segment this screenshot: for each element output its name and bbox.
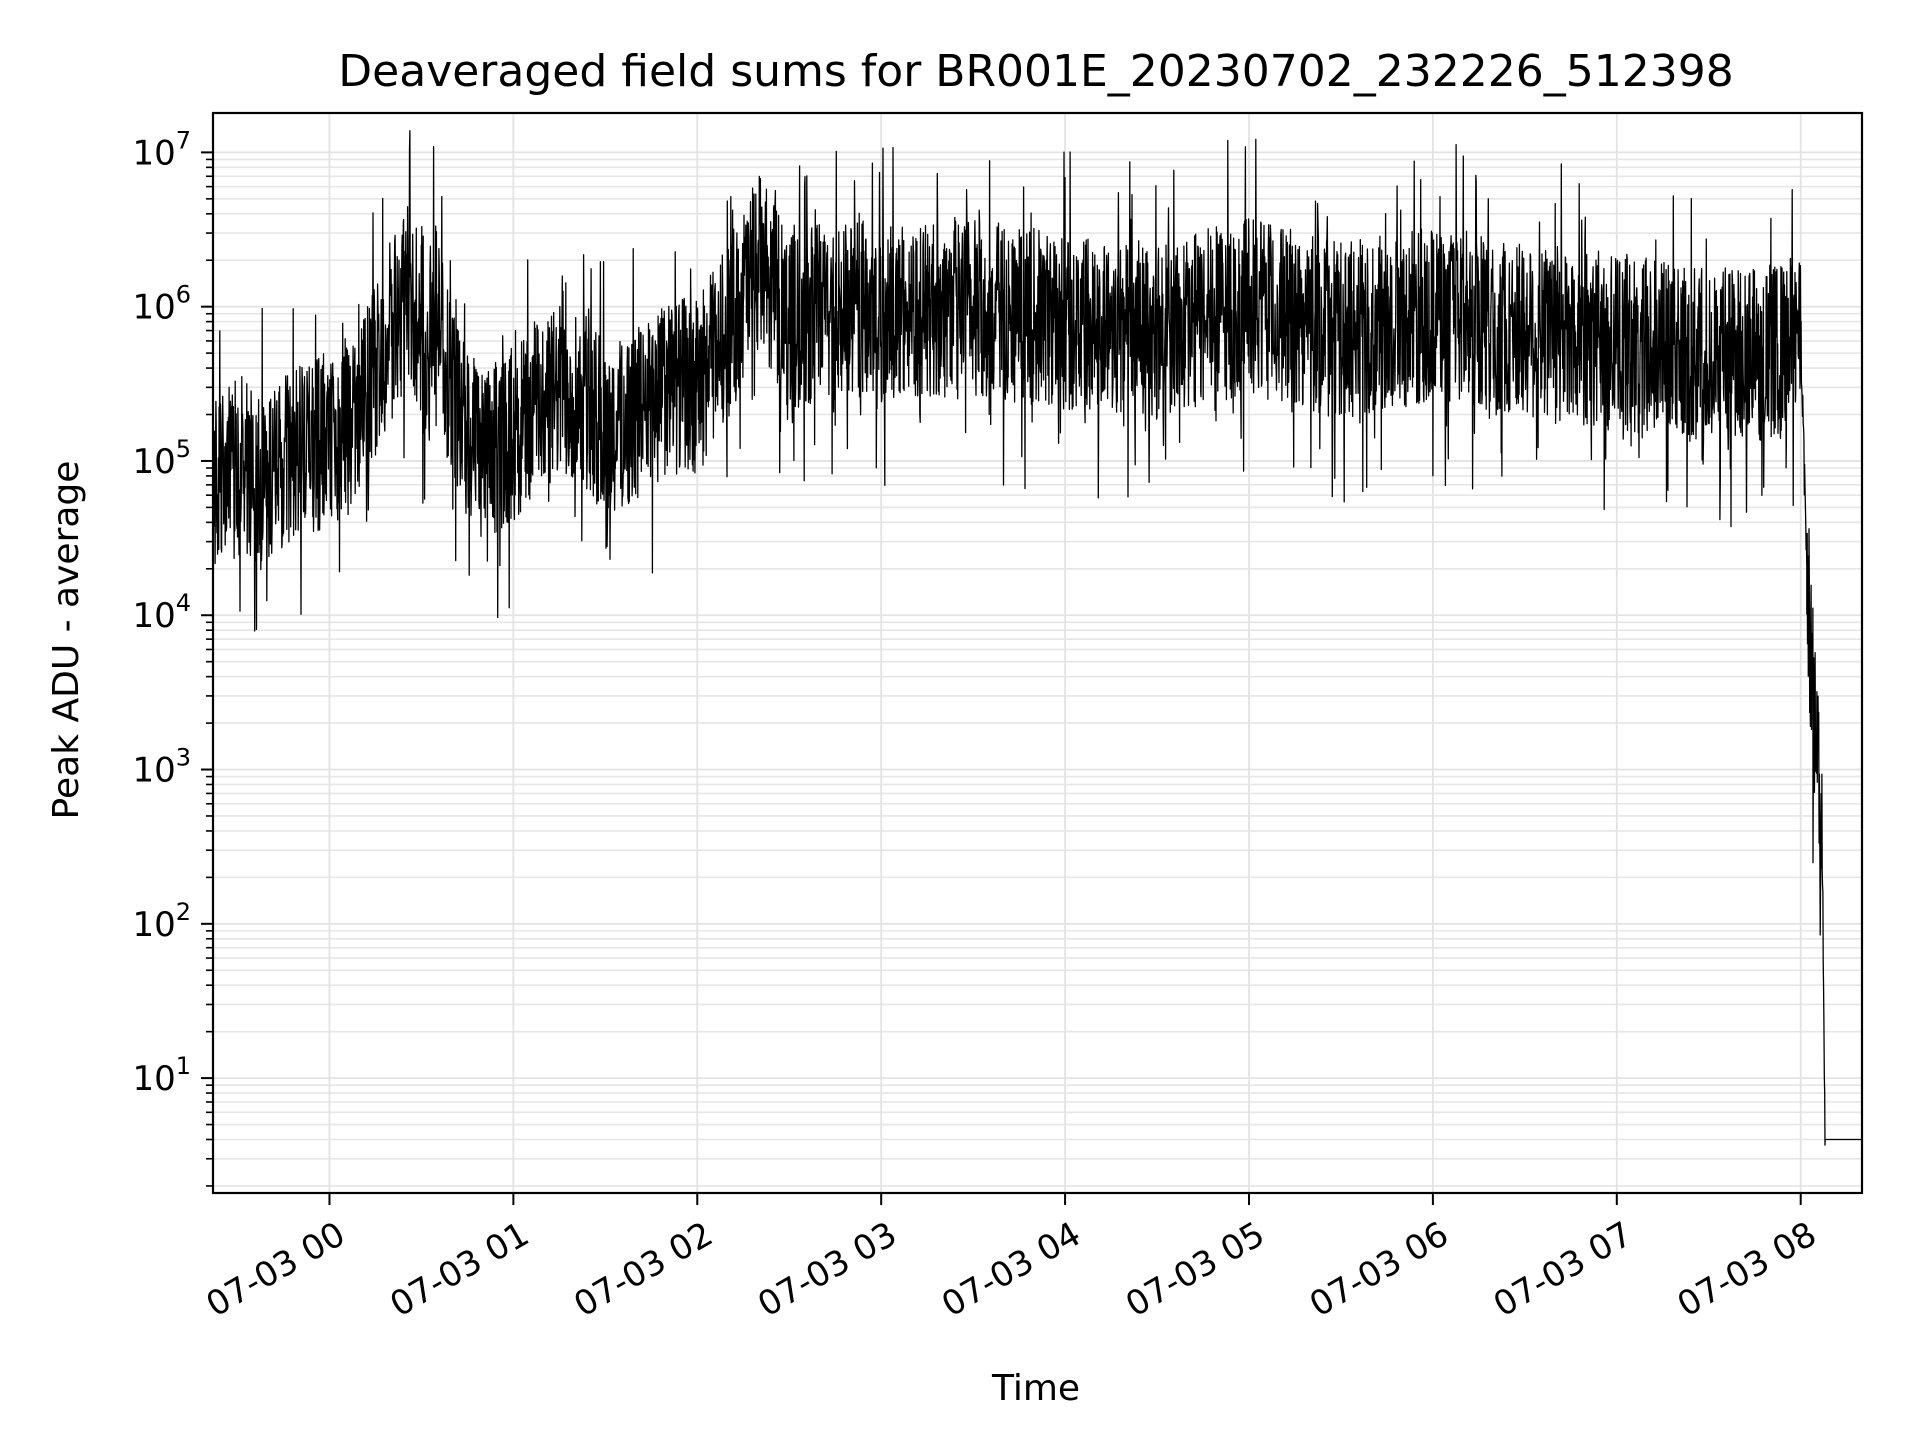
y-tick-label: 102 [132,898,191,945]
plot-area-frame [211,111,1864,1195]
x-tick-label: 07-03 05 [1119,1214,1271,1325]
x-tick-label: 07-03 02 [567,1214,719,1325]
y-tick-label: 104 [132,589,191,636]
y-tick-label: 105 [132,435,191,482]
chart-title: Deaveraged field sums for BR001E_2023070… [338,46,1733,97]
y-tick-label: 107 [132,126,191,173]
x-tick-label: 07-03 06 [1303,1214,1455,1325]
y-tick-label: 101 [132,1052,191,1099]
series-layer [212,130,1863,1146]
x-tick-labels: 07-03 00 07-03 01 07-03 02 07-03 03 07-03 04… [200,1214,1824,1325]
axis-ticks [201,151,1802,1205]
y-tick-label: 103 [132,744,191,791]
y-axis-label: Peak ADU - average [46,461,87,820]
x-axis-label: Time [991,1368,1080,1409]
x-tick-label: 07-03 01 [383,1214,535,1325]
series-line [212,130,1863,1146]
x-tick-label: 07-03 04 [935,1214,1087,1325]
y-tick-label: 106 [132,281,191,328]
x-tick-label: 07-03 08 [1671,1214,1823,1325]
x-tick-label: 07-03 07 [1487,1214,1639,1325]
y-tick-labels: 101 102 103 104 105 106 107 [132,126,191,1099]
x-tick-label: 07-03 03 [751,1214,903,1325]
x-tick-label: 07-03 00 [200,1214,352,1325]
